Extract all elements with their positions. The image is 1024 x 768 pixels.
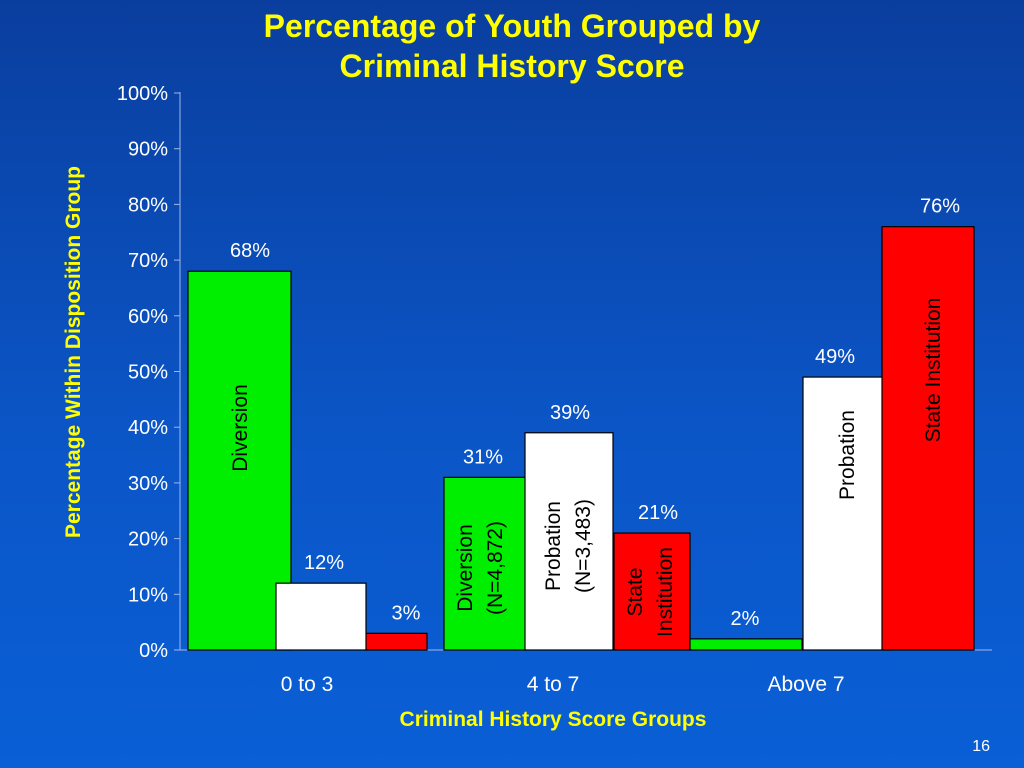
- bar-inner-label: Probation (N=3,483): [542, 499, 595, 593]
- x-tick-label: Above 7: [767, 673, 844, 696]
- value-labels: 68% 31% 2% 12% 39% 49% 3% 21% 76%: [230, 196, 960, 630]
- bar-inner-label-line: Diversion: [454, 524, 477, 612]
- bar-state-institution: [881, 226, 975, 651]
- bar-inner-label-line: Probation: [836, 410, 859, 500]
- bar-inner-label: State Institution: [624, 547, 677, 637]
- title-line-2: Criminal History Score: [339, 48, 685, 84]
- bar-inner-label-line: Institution: [654, 547, 677, 637]
- bar-inner-label-line: Diversion: [229, 384, 252, 472]
- bar-state-institution: [364, 632, 428, 651]
- y-tick-label: 50%: [128, 362, 168, 384]
- bar-state-institution: [613, 532, 691, 651]
- slide-number: 16: [972, 738, 990, 755]
- x-tick-label: 4 to 7: [527, 673, 580, 696]
- bar-diversion: [443, 476, 527, 651]
- bar-inner-label: Probation: [836, 410, 859, 500]
- y-tick-label: 40%: [128, 417, 168, 439]
- y-tick-label: 30%: [128, 473, 168, 495]
- y-tick-label: 60%: [128, 306, 168, 328]
- bar-inner-label-line: State: [624, 567, 647, 616]
- data-label: 31%: [463, 446, 503, 468]
- data-label: 49%: [815, 346, 855, 368]
- bar-inner-label-line: State Institution: [922, 298, 945, 443]
- y-axis-title: Percentage Within Disposition Group: [62, 166, 85, 538]
- y-tick-label: 100%: [117, 83, 168, 105]
- bar-diversion: [689, 638, 803, 651]
- data-label: 76%: [920, 196, 960, 218]
- y-tick-label: 80%: [128, 194, 168, 216]
- chart-title: Percentage of Youth Grouped by Criminal …: [0, 6, 1024, 86]
- data-label: 21%: [638, 502, 678, 524]
- data-label: 68%: [230, 240, 270, 262]
- bar-probation: [524, 432, 614, 651]
- y-tick-label: 70%: [128, 250, 168, 272]
- y-tick-label: 0%: [139, 640, 168, 662]
- bar-inner-label-line: (N=3,483): [572, 499, 595, 593]
- y-tick-label: 20%: [128, 529, 168, 551]
- bars: [187, 226, 975, 651]
- bar-inner-label: Diversion (N=4,872): [454, 521, 507, 615]
- x-tick-label: 0 to 3: [281, 673, 334, 696]
- data-label: 2%: [731, 608, 760, 630]
- bar-inner-labels: Diversion Diversion (N=4,872) Probation (N=3…: [229, 298, 945, 637]
- bar-inner-label: Diversion: [229, 384, 252, 472]
- bar-probation: [802, 376, 892, 651]
- title-line-1: Percentage of Youth Grouped by: [263, 8, 761, 44]
- data-label: 12%: [304, 552, 344, 574]
- bar-probation: [275, 582, 367, 651]
- y-ticks: 0% 10% 20% 30% 40% 50% 60% 70% 80% 90% 100%: [117, 83, 180, 662]
- bar-diversion: [187, 270, 292, 651]
- data-label: 3%: [392, 602, 421, 624]
- x-ticks: 0 to 3 4 to 7 Above 7: [281, 673, 845, 696]
- data-label: 39%: [550, 402, 590, 424]
- x-axis-title: Criminal History Score Groups: [400, 708, 707, 731]
- bar-inner-label-line: Probation: [542, 501, 565, 591]
- y-tick-label: 10%: [128, 584, 168, 606]
- bar-inner-label-line: (N=4,872): [484, 521, 507, 615]
- y-tick-label: 90%: [128, 139, 168, 161]
- bar-inner-label: State Institution: [922, 298, 945, 443]
